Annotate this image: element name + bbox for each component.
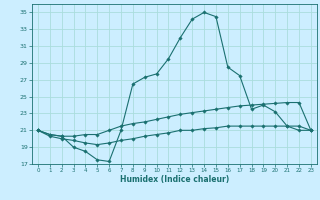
X-axis label: Humidex (Indice chaleur): Humidex (Indice chaleur) [120, 175, 229, 184]
